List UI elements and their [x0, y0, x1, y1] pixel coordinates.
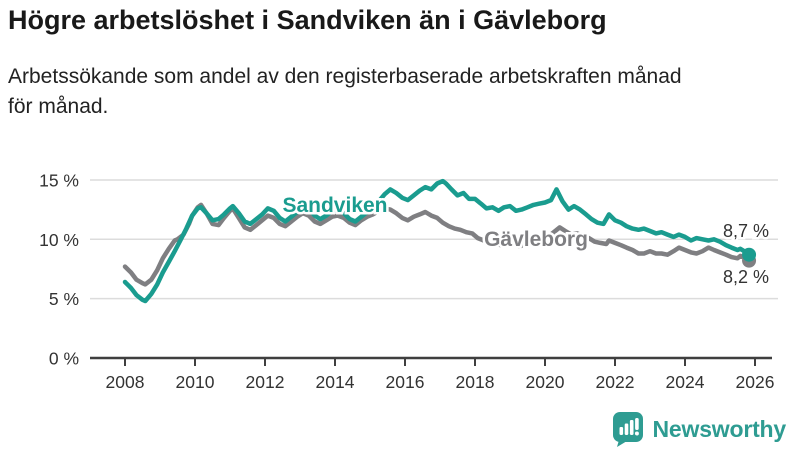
chart-subtitle: Arbetssökande som andel av den registerb…: [8, 65, 682, 118]
newsworthy-logo-icon: [612, 412, 643, 447]
y-tick-label: 15 %: [39, 170, 79, 190]
x-tick-label: 2026: [736, 372, 775, 392]
x-tick-label: 2008: [106, 372, 145, 392]
brand-name: Newsworthy: [652, 415, 787, 442]
page-title: Högre arbetslöshet i Sandviken än i Gävl…: [8, 5, 607, 35]
x-tick-label: 2010: [176, 372, 215, 392]
end-value-label-sandviken: 8,7 %: [723, 221, 769, 241]
x-tick-label: 2012: [246, 372, 285, 392]
series-label-gävleborg: Gävleborg: [484, 228, 588, 251]
y-tick-label: 5 %: [49, 289, 79, 309]
newsworthy-brand: Newsworthy: [611, 410, 786, 448]
series-label-sandviken: Sandviken: [282, 194, 387, 217]
series-line-sandviken: [122, 178, 752, 304]
x-tick-label: 2014: [316, 372, 355, 392]
end-value-label-gävleborg: 8,2 %: [723, 267, 769, 287]
x-tick-label: 2016: [386, 372, 425, 392]
x-tick-label: 2018: [456, 372, 495, 392]
x-tick-label: 2022: [596, 372, 635, 392]
series-line-gävleborg: [122, 202, 752, 287]
y-tick-label: 0 %: [49, 349, 79, 369]
x-tick-label: 2020: [526, 372, 565, 392]
series-end-dot-sandviken: [742, 247, 757, 262]
unemployment-line-chart: 0 % 5 % 10 % 15 % 2008 2010 2012 2014 2016 2018 20…: [39, 170, 778, 392]
y-tick-label: 10 %: [39, 230, 79, 250]
x-tick-label: 2024: [666, 372, 705, 392]
